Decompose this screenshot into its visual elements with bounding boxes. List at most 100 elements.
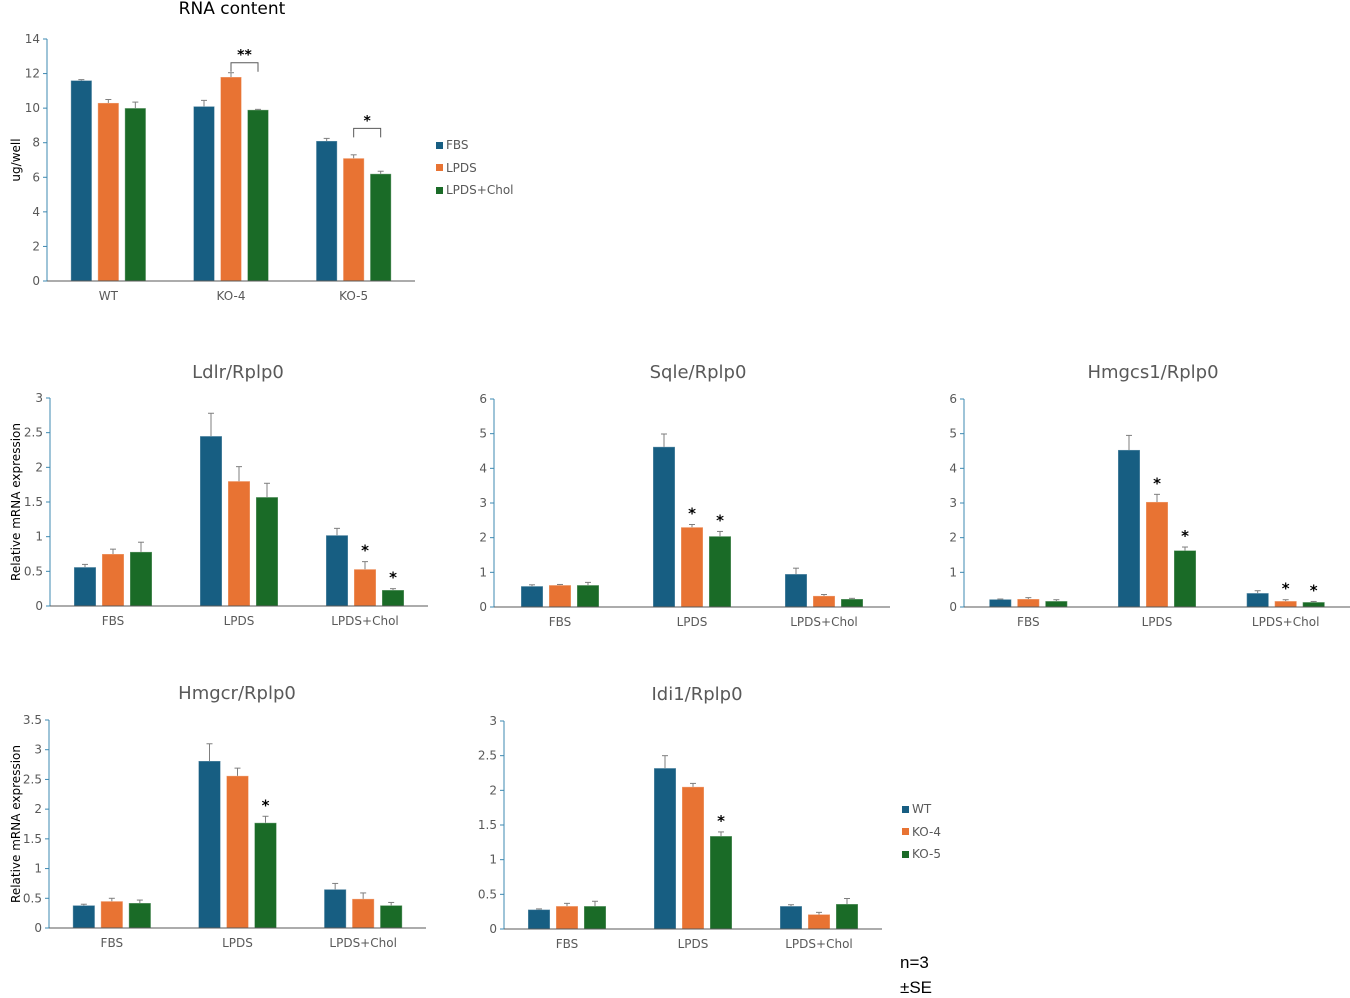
legend-item-fbs: FBS: [436, 134, 514, 157]
bar-ko-4: [812, 595, 836, 608]
y-tick-label: 0.5: [23, 891, 42, 905]
treatment-legend: FBS LPDS LPDS+Chol: [436, 134, 514, 202]
x-category-label: FBS: [549, 615, 572, 629]
bar-lpds: [97, 102, 120, 282]
y-tick-label: 0: [32, 274, 40, 288]
y-tick-label: 3: [949, 496, 957, 510]
bar-ko-4: [680, 526, 704, 608]
bar-ko-5: [128, 902, 152, 929]
y-tick-label: 2.5: [23, 772, 42, 786]
bar-ko-4: [1016, 598, 1040, 608]
legend-swatch-wt: [902, 805, 909, 813]
y-tick-label: 0: [489, 922, 497, 936]
x-category-label: WT: [99, 289, 119, 303]
legend-item-ko4: KO-4: [902, 821, 941, 844]
legend-swatch-ko4: [902, 828, 909, 836]
y-tick-label: 6: [479, 392, 487, 406]
y-tick-label: 3: [34, 743, 42, 757]
bar-lpds-chol: [124, 107, 147, 282]
bar-ko-5: [576, 584, 600, 608]
significance-star: *: [716, 511, 724, 529]
bar-wt: [784, 573, 808, 608]
bar-ko-4: [227, 480, 251, 607]
bar-fbs: [315, 140, 338, 282]
legend-swatch-lpds: [436, 164, 443, 172]
y-tick-label: 1: [479, 565, 487, 579]
bar-wt: [72, 904, 96, 929]
y-tick-label: 0: [479, 600, 487, 614]
bar-wt: [653, 767, 677, 930]
significance-star: *: [361, 542, 369, 560]
bar-wt: [198, 760, 221, 929]
bar-fbs: [193, 105, 215, 282]
x-category-label: KO-4: [217, 289, 246, 303]
y-tick-label: 1.5: [478, 818, 497, 832]
x-category-label: LPDS+Chol: [790, 615, 858, 629]
bar-wt: [325, 534, 349, 607]
bar-ko-5: [1044, 600, 1068, 608]
y-tick-label: 1: [35, 530, 43, 544]
bar-ko-5: [835, 903, 859, 930]
x-category-label: LPDS: [224, 614, 255, 628]
idi1-chart: Idi1/Rplp0 0 0.5 1 1.5 2 2.5 3 FBS LPDS LPDS+Chol *: [478, 684, 882, 951]
hmgcr-chart: Hmgcr/Rplp0 Relative mRNA expression 0 0.5 1…: [9, 683, 426, 950]
y-tick-label: 2: [489, 783, 497, 797]
y-tick-label: 14: [25, 32, 40, 46]
bar-wt: [1246, 592, 1270, 608]
y-axis-label: Relative mRNA expression: [9, 745, 23, 903]
y-tick-label: 1: [949, 565, 957, 579]
y-tick-label: 1.5: [24, 495, 43, 509]
bar-ko-5: [255, 496, 279, 607]
legend-item-lpds-chol: LPDS+Chol: [436, 179, 514, 202]
bar-ko-5: [708, 535, 732, 608]
y-tick-label: 3.5: [23, 713, 42, 727]
bar-ko-5: [583, 905, 607, 930]
y-tick-label: 2: [479, 531, 487, 545]
bar-wt: [527, 909, 551, 930]
bar-ko-5: [254, 822, 277, 929]
bar-wt: [520, 585, 544, 608]
bar-ko-4: [1274, 600, 1298, 608]
y-tick-label: 4: [479, 461, 487, 475]
y-tick-label: 5: [949, 427, 957, 441]
x-category-label: LPDS: [1142, 615, 1173, 629]
x-category-label: LPDS: [222, 936, 253, 950]
ldlr-chart: Ldlr/Rplp0 Relative mRNA expression 0 0.5 1 1…: [9, 362, 428, 628]
y-tick-label: 5: [479, 427, 487, 441]
bar-ko-4: [353, 568, 377, 607]
y-tick-label: 2: [32, 239, 40, 253]
bar-ko-4: [100, 900, 124, 929]
significance-star: **: [237, 48, 252, 64]
legend-label: LPDS+Chol: [446, 183, 514, 198]
y-tick-label: 10: [25, 101, 40, 115]
bar-wt: [1117, 449, 1141, 608]
chart-title: RNA content: [179, 0, 286, 19]
y-tick-label: 4: [949, 461, 957, 475]
significance-star: *: [1282, 580, 1290, 598]
y-tick-label: 2.5: [478, 749, 497, 763]
y-axis-label: ug/well: [9, 138, 23, 181]
significance-star: *: [1310, 581, 1318, 599]
legend-swatch-fbs: [436, 141, 443, 149]
chart-title: Hmgcs1/Rplp0: [1087, 362, 1218, 383]
significance-star: *: [1181, 527, 1189, 545]
y-tick-label: 0: [35, 599, 43, 613]
bar-ko-5: [379, 904, 403, 929]
bar-ko-5: [1173, 549, 1197, 608]
bar-ko-4: [1145, 501, 1169, 608]
legend-item-wt: WT: [902, 798, 941, 821]
y-tick-label: 1: [489, 853, 497, 867]
y-tick-label: 2.5: [24, 426, 43, 440]
significance-star: *: [364, 113, 372, 129]
legend-label: KO-5: [912, 847, 941, 862]
chart-title: Sqle/Rplp0: [650, 362, 747, 383]
legend-label: WT: [912, 802, 932, 817]
bar-ko-5: [840, 598, 864, 608]
chart-title: Hmgcr/Rplp0: [178, 683, 296, 704]
bar-ko-5: [1302, 601, 1326, 608]
chart-title: Ldlr/Rplp0: [192, 362, 284, 383]
bar-ko-4: [555, 905, 579, 930]
genotype-legend: WT KO-4 KO-5: [902, 798, 941, 866]
significance-star: *: [717, 812, 725, 830]
legend-item-lpds: LPDS: [436, 157, 514, 180]
